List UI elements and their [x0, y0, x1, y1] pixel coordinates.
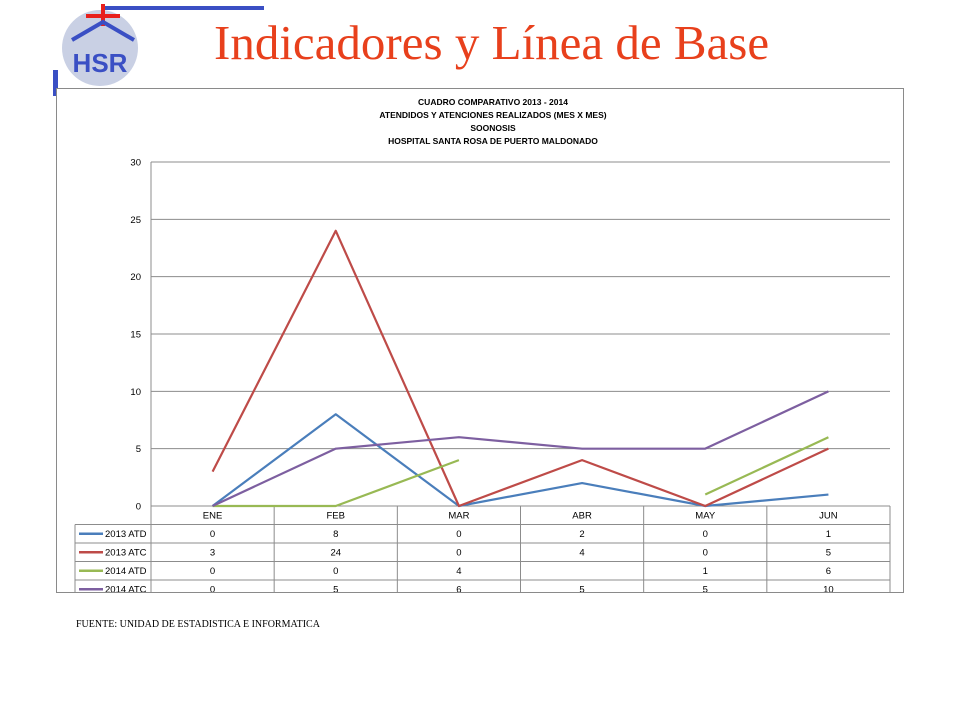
table-cell-value: 6 — [826, 566, 831, 577]
x-category-label: ENE — [203, 511, 223, 522]
series-line — [211, 229, 829, 508]
table-cell-value: 1 — [703, 566, 708, 577]
chart-frame: CUADRO COMPARATIVO 2013 - 2014 ATENDIDOS … — [56, 88, 904, 593]
y-tick-label: 5 — [136, 444, 141, 455]
table-cell-value: 1 — [826, 529, 831, 540]
table-cell-value: 0 — [210, 585, 215, 593]
table-cell-value: 5 — [333, 585, 338, 593]
table-cell-value: 0 — [456, 529, 461, 540]
table-cell-value: 0 — [210, 566, 215, 577]
legend-label: 2013 ATC — [105, 548, 147, 559]
table-cell-value: 5 — [579, 585, 584, 593]
chart-title-line: SOONOSIS — [470, 123, 516, 133]
x-category-label: MAR — [448, 511, 469, 522]
y-tick-label: 15 — [130, 330, 141, 341]
table-cell-value: 0 — [456, 548, 461, 559]
y-tick-label: 20 — [130, 272, 141, 283]
logo-cross-v — [101, 4, 105, 26]
y-tick-label: 0 — [136, 502, 141, 513]
x-category-label: JUN — [819, 511, 838, 522]
table-cell-value: 3 — [210, 548, 215, 559]
slide-title: Indicadores y Línea de Base — [214, 15, 770, 70]
y-tick-label: 30 — [130, 158, 141, 169]
table-cell-value: 0 — [333, 566, 338, 577]
legend-label: 2014 ATC — [105, 585, 147, 593]
table-cell-value: 5 — [826, 548, 831, 559]
chart-title-line: CUADRO COMPARATIVO 2013 - 2014 — [418, 97, 568, 107]
table-cell-value: 2 — [579, 529, 584, 540]
x-category-label: FEB — [327, 511, 345, 522]
series-line — [704, 436, 829, 496]
chart-title-line: ATENDIDOS Y ATENCIONES REALIZADOS (MES X… — [379, 110, 606, 120]
logo-bar-left — [53, 70, 58, 96]
table-cell-value: 24 — [330, 548, 341, 559]
logo-text: HSR — [73, 48, 128, 78]
chart-title-line: HOSPITAL SANTA ROSA DE PUERTO MALDONADO — [388, 136, 598, 146]
table-cell-value: 5 — [703, 585, 708, 593]
legend-label: 2013 ATD — [105, 529, 147, 540]
table-cell-value: 0 — [703, 548, 708, 559]
table-cell-value: 8 — [333, 529, 338, 540]
logo-bar-top — [104, 6, 264, 10]
x-category-label: ABR — [572, 511, 592, 522]
table-cell-value: 4 — [579, 548, 584, 559]
x-category-label: MAY — [695, 511, 716, 522]
series-line — [212, 390, 829, 507]
y-tick-label: 25 — [130, 215, 141, 226]
source-note: FUENTE: UNIDAD DE ESTADISTICA E INFORMAT… — [76, 619, 320, 630]
table-cell-value: 4 — [456, 566, 461, 577]
table-cell-value: 6 — [456, 585, 461, 593]
logo-roof — [70, 19, 136, 42]
y-tick-label: 10 — [130, 387, 141, 398]
line-chart: CUADRO COMPARATIVO 2013 - 2014 ATENDIDOS … — [74, 97, 891, 593]
series-line — [211, 413, 829, 508]
series-line — [212, 459, 460, 508]
table-cell-value: 10 — [823, 585, 834, 593]
legend-label: 2014 ATD — [105, 566, 147, 577]
hospital-logo: HSR — [53, 4, 264, 96]
table-cell-value: 0 — [703, 529, 708, 540]
table-cell-value: 0 — [210, 529, 215, 540]
